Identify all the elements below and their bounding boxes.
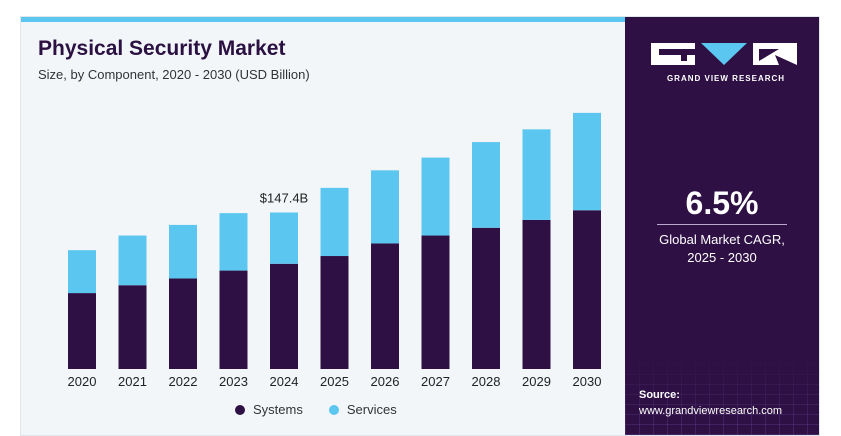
bar-services-2029	[522, 129, 551, 220]
legend-swatch-systems	[235, 404, 245, 415]
x-tick-label-2029: 2029	[522, 374, 551, 389]
bar-systems-2022	[169, 278, 197, 369]
x-tick-label-2020: 2020	[68, 374, 97, 389]
x-tick-label-2025: 2025	[320, 374, 349, 389]
chart-card: Physical Security Market Size, by Compon…	[20, 16, 820, 436]
bar-systems-2023	[219, 270, 248, 369]
legend-label-services: Services	[346, 402, 397, 417]
bar-services-2028	[472, 142, 500, 228]
bar-systems-2021	[118, 285, 147, 369]
x-tick-label-2022: 2022	[169, 374, 198, 389]
brand-name: GRAND VIEW RESEARCH	[666, 74, 786, 83]
legend-swatch-services	[328, 404, 339, 415]
decorative-grid	[625, 355, 819, 435]
source-link[interactable]: www.grandviewresearch.com	[639, 405, 783, 417]
x-tick-label-2027: 2027	[421, 374, 450, 389]
data-label-2024: $147.4B	[260, 190, 308, 205]
x-tick-label-2028: 2028	[472, 374, 501, 389]
bar-systems-2027	[421, 235, 450, 369]
bar-systems-2020	[68, 293, 96, 369]
bar-systems-2025	[320, 256, 349, 369]
legend-item-systems: Systems	[235, 402, 303, 417]
chart-subtitle: Size, by Component, 2020 - 2030 (USD Bil…	[38, 67, 310, 82]
x-tick-label-2024: 2024	[270, 374, 299, 389]
bar-systems-2026	[371, 243, 399, 369]
x-tick-label-2026: 2026	[371, 374, 400, 389]
bar-chart: 2020 2021 2022 2023 2024 $147.4B 2025 2026 2027 2…	[68, 112, 602, 389]
bar-systems-2028	[472, 227, 500, 369]
bar-services-2026	[371, 170, 399, 244]
bar-services-2023	[219, 213, 248, 271]
cagr-label: Global Market CAGR, 2025 - 2030	[625, 231, 819, 267]
bar-services-2030	[573, 112, 601, 211]
cagr-divider	[657, 224, 787, 225]
accent-bar	[21, 17, 625, 22]
source-label: Source:	[639, 389, 680, 401]
bar-systems-2030	[573, 210, 601, 369]
x-tick-label-2021: 2021	[118, 374, 147, 389]
brand-logo-icon	[651, 43, 797, 65]
bar-services-2024	[270, 212, 298, 264]
side-panel: GRAND VIEW RESEARCH 6.5% Global Market C…	[625, 17, 819, 435]
bar-services-2027	[421, 157, 450, 236]
cagr-label-line1: Global Market CAGR,	[659, 232, 785, 247]
legend-label-systems: Systems	[253, 402, 303, 417]
chart-legend: Systems Services	[235, 402, 413, 417]
bar-systems-2029	[522, 219, 551, 369]
chart-title: Physical Security Market	[38, 37, 286, 60]
cagr-value: 6.5%	[685, 185, 759, 221]
legend-item-services: Services	[328, 402, 397, 417]
bar-services-2021	[118, 235, 147, 286]
bar-services-2022	[169, 224, 197, 279]
x-tick-label-2023: 2023	[219, 374, 248, 389]
bar-services-2025	[320, 187, 349, 257]
bar-systems-2024	[270, 263, 298, 369]
cagr-label-line2: 2025 - 2030	[687, 250, 757, 265]
x-tick-label-2030: 2030	[573, 374, 602, 389]
bar-services-2020	[68, 250, 96, 294]
